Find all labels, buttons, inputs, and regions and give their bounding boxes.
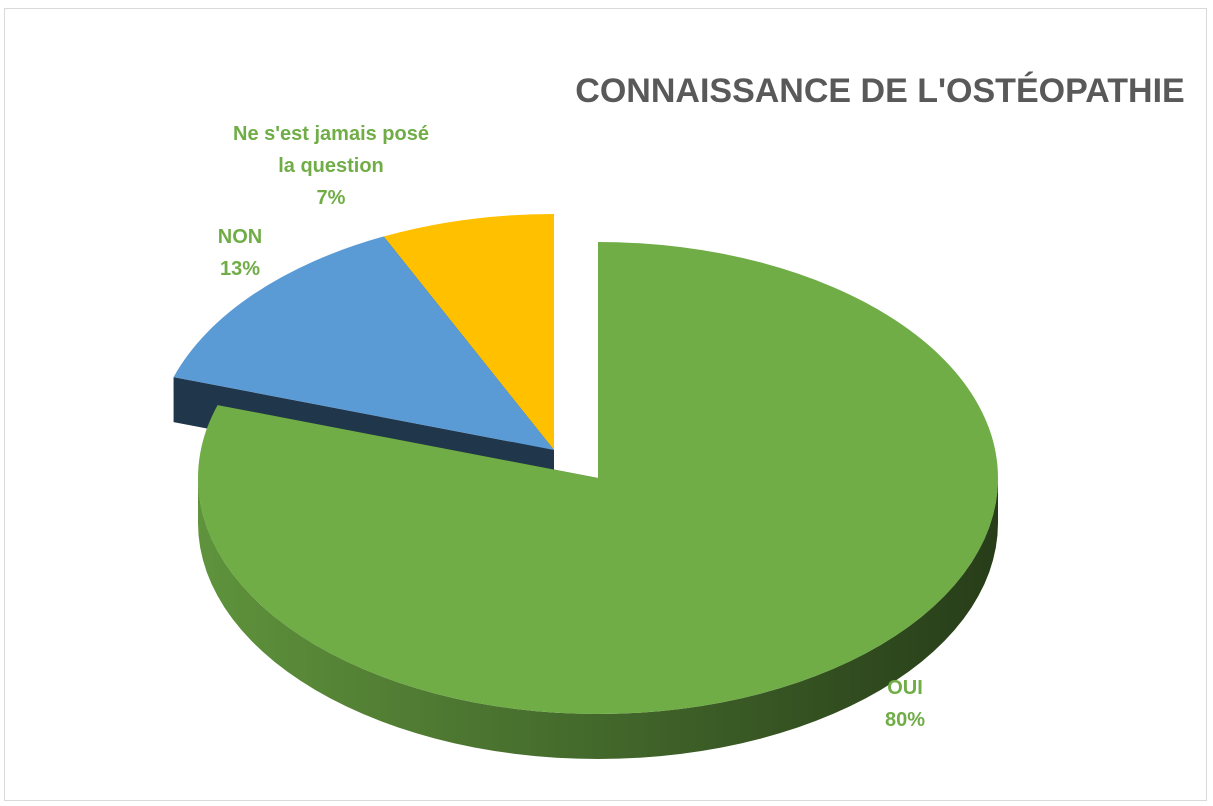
pie-slice [173, 236, 554, 450]
value-label: 7% [316, 187, 346, 209]
chart-frame [4, 8, 1207, 801]
pie-slice [383, 214, 554, 450]
data-label: Ne s'est jamais posé la question 7% [222, 118, 440, 214]
value-label: 80% [884, 709, 926, 731]
data-label: NON 13% [140, 221, 340, 285]
category-label: NON [217, 226, 263, 248]
data-label: OUI 80% [805, 672, 1005, 736]
category-label: Ne s'est jamais posé la question [233, 123, 429, 177]
category-label: OUI [887, 677, 923, 699]
value-label: 13% [219, 258, 261, 280]
pie-slice [198, 242, 999, 714]
slice-side [198, 478, 998, 759]
chart-title: CONNAISSANCE DE L'OSTÉOPATHIE [575, 72, 1185, 110]
